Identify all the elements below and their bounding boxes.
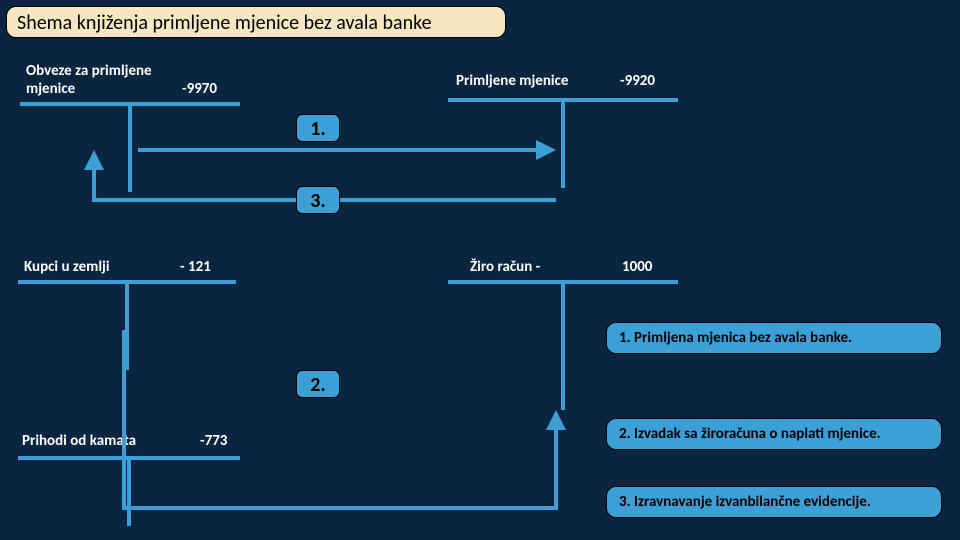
step-badge-1: 1. [296,114,340,142]
legend-item-1: 1. Primljena mjenica bez avala banke. [606,322,942,354]
step-badge-2: 3. [296,186,340,214]
legend-item-3: 3. Izravnavanje izvanbilančne evidencije… [606,486,942,518]
step-badge-3: 2. [296,370,340,398]
arrow-a2a [124,414,556,508]
legend-item-2: 2. Izvadak sa žiroračuna o naplati mjeni… [606,418,942,450]
diagram-stage: Shema knjiženja primljene mjenice bez av… [0,0,960,540]
arrows-layer [0,0,960,540]
